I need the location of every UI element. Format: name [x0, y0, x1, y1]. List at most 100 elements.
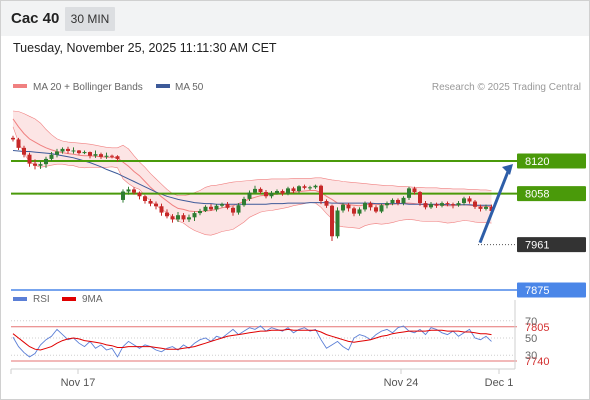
interval-selector[interactable]: 30 MIN	[65, 7, 115, 31]
resistance-label-box	[517, 153, 586, 169]
candle-body	[137, 192, 142, 197]
bollinger-lower-line	[12, 126, 492, 236]
candle-body	[473, 201, 477, 207]
candle-body	[429, 204, 433, 208]
timestamp: Tuesday, November 25, 2025 11:11:30 AM C…	[13, 41, 277, 55]
candle-body	[302, 186, 307, 188]
candle	[33, 159, 37, 170]
weak-support-label: 7805	[525, 322, 549, 334]
candle	[412, 186, 417, 195]
candle-body	[209, 206, 213, 210]
candle-body	[456, 203, 461, 206]
candle	[159, 203, 164, 216]
candle-body	[55, 151, 59, 155]
candle	[49, 152, 54, 161]
candle-body	[154, 203, 158, 207]
weak-support-label-text: 7805	[525, 322, 549, 334]
ma50-legend-label: MA 50	[175, 82, 204, 93]
candle-body	[269, 193, 274, 197]
candle	[401, 196, 406, 206]
candle-body	[38, 164, 43, 166]
candle-body	[291, 188, 296, 191]
candle	[231, 206, 235, 216]
candle	[390, 198, 395, 206]
candle	[429, 202, 433, 209]
candle-body	[220, 204, 224, 206]
candle	[93, 150, 98, 158]
candle	[176, 212, 180, 223]
candle	[170, 214, 175, 223]
candle	[11, 135, 15, 142]
x-axis-ticks: Nov 17 Nov 24 Dec 1	[10, 369, 514, 389]
candle	[467, 196, 472, 204]
x-tick-label: Dec 1	[485, 377, 514, 389]
candle-body	[66, 148, 70, 152]
candle	[385, 201, 389, 209]
candle-body	[390, 199, 395, 204]
candle-body	[71, 150, 76, 152]
candle	[115, 155, 120, 162]
candle	[16, 137, 21, 150]
candle	[187, 214, 191, 223]
candle-body	[126, 189, 131, 192]
weak-support-label: 7740	[525, 356, 549, 368]
candle	[407, 186, 411, 200]
candle-body	[341, 204, 345, 211]
candle	[423, 200, 428, 210]
current-price-label-text: 7961	[525, 240, 549, 252]
candle	[66, 146, 70, 154]
candle	[214, 204, 219, 212]
candle	[181, 213, 186, 223]
resistance-label-text: 8120	[525, 156, 549, 168]
candle-body	[143, 196, 147, 201]
candle-body	[489, 206, 494, 211]
candle	[198, 208, 202, 216]
candle	[236, 203, 241, 215]
rsi-ma-legend-swatch	[62, 297, 76, 301]
candle	[363, 201, 367, 212]
candle	[379, 203, 384, 214]
candle	[110, 154, 114, 159]
candle	[137, 191, 142, 200]
candle-body	[176, 215, 180, 220]
candle-body	[286, 188, 290, 194]
candle-body	[308, 187, 312, 189]
candle	[352, 206, 356, 217]
candle	[302, 184, 307, 190]
candle-body	[88, 152, 92, 156]
rsi-legend-label: RSI	[33, 294, 50, 305]
candle-body	[192, 213, 197, 218]
candle-body	[313, 185, 318, 188]
candle	[440, 201, 444, 208]
candle-body	[148, 200, 153, 204]
candle-body	[16, 139, 21, 148]
candle	[330, 204, 334, 241]
candle-body	[374, 207, 378, 212]
main-legend: MA 20 + Bollinger Bands MA 50 Research ©…	[13, 82, 581, 93]
candle	[445, 201, 450, 207]
candle-body	[467, 198, 472, 202]
candle	[225, 202, 230, 210]
candle	[313, 184, 318, 189]
candle-body	[297, 186, 301, 191]
candle-body	[165, 212, 169, 217]
candle	[154, 201, 158, 210]
candle	[22, 145, 26, 158]
ma50-legend-swatch	[156, 84, 170, 88]
candle	[192, 211, 197, 221]
candle-body	[99, 154, 103, 157]
rsi-ma-legend-label: 9MA	[82, 294, 103, 305]
candle	[291, 186, 296, 194]
forecast-arrow-head	[502, 164, 513, 175]
candle-body	[319, 185, 323, 201]
candle	[269, 190, 274, 199]
candle-body	[82, 152, 87, 154]
candle-body	[412, 188, 417, 193]
candle-body	[379, 205, 384, 212]
candle	[335, 207, 340, 239]
candle	[418, 190, 422, 206]
candle-body	[33, 163, 37, 166]
candle	[264, 189, 268, 199]
